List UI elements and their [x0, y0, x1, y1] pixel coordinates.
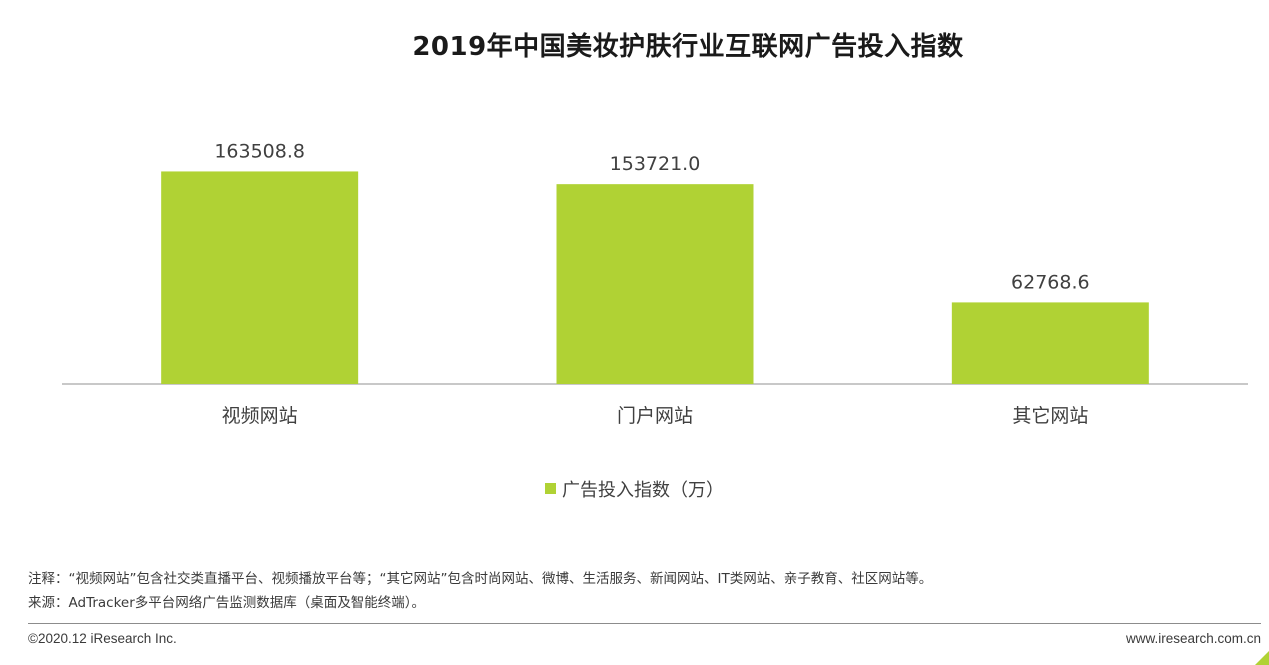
bar-value-label: 153721.0: [610, 153, 701, 175]
notes-block: 注释：“视频网站”包含社交类直播平台、视频播放平台等；“其它网站”包含时尚网站、…: [28, 567, 1258, 615]
category-label: 门户网站: [617, 405, 693, 427]
category-labels-group: 视频网站 门户网站 其它网站: [222, 405, 1089, 427]
footer-website[interactable]: www.iresearch.com.cn: [1125, 631, 1261, 646]
legend-label: 广告投入指数（万）: [562, 480, 724, 501]
bar-value-label: 62768.6: [1011, 271, 1090, 293]
bar-chart: 163508.8 153721.0 62768.6 视频网站 门户网站 其它网站: [62, 140, 1248, 427]
corner-accent: [1255, 651, 1269, 665]
value-labels-group: 163508.8 153721.0 62768.6: [214, 140, 1089, 293]
legend-swatch: [545, 483, 556, 494]
footer-copyright: ©2020.12 iResearch Inc.: [28, 631, 177, 646]
note-line: 注释：“视频网站”包含社交类直播平台、视频播放平台等；“其它网站”包含时尚网站、…: [28, 571, 933, 587]
bar: [556, 184, 754, 384]
category-label: 其它网站: [1012, 405, 1088, 427]
category-label: 视频网站: [222, 405, 298, 427]
chart-title: 2019年中国美妆护肤行业互联网广告投入指数: [412, 32, 964, 62]
legend: 广告投入指数（万）: [0, 476, 1269, 502]
bar-value-label: 163508.8: [214, 140, 305, 162]
bar: [951, 302, 1149, 384]
bars-group: [161, 171, 1149, 384]
source-line: 来源：AdTracker多平台网络广告监测数据库（桌面及智能终端）。: [28, 595, 426, 611]
bar: [161, 171, 359, 384]
footer-divider: [28, 623, 1261, 624]
